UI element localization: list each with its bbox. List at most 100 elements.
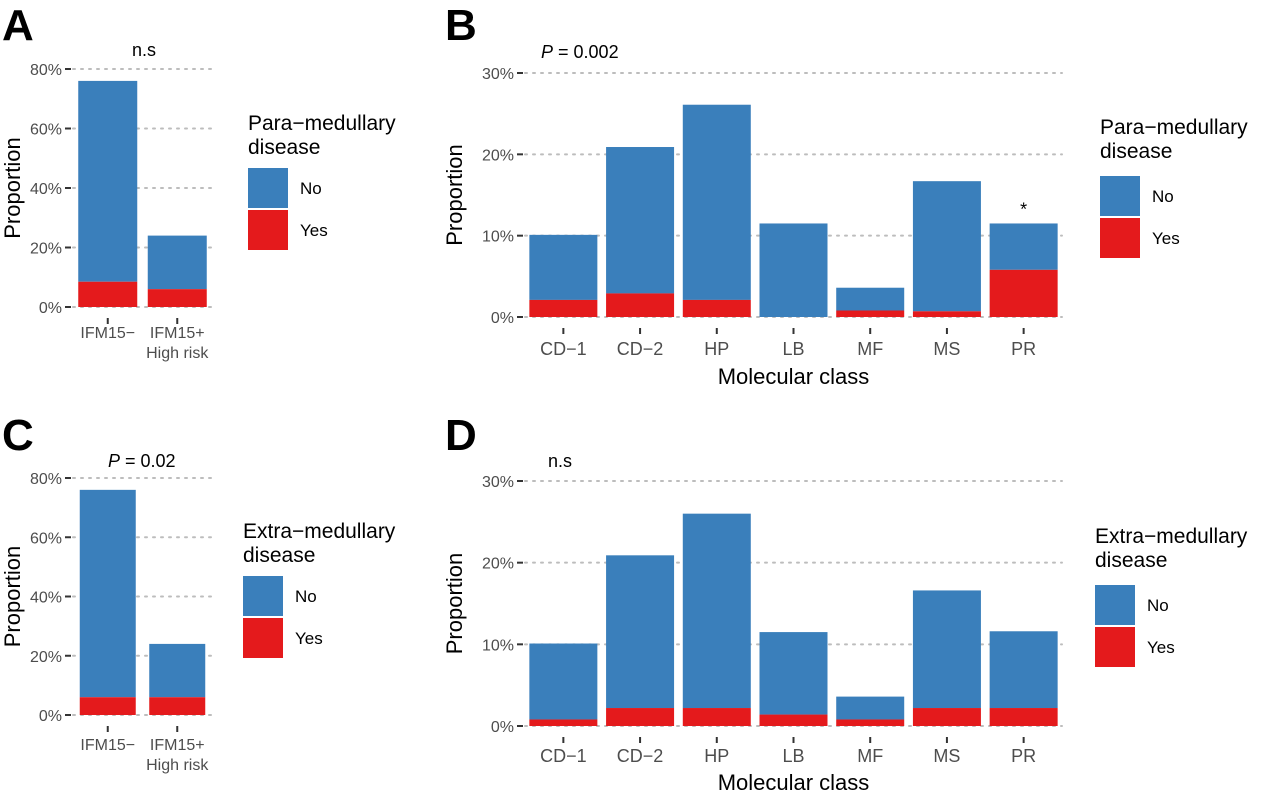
legend: Para−medullary disease No Yes [1100, 116, 1248, 258]
x-tick-label: CD−2 [617, 339, 664, 359]
x-tick-label: CD−1 [540, 339, 587, 359]
x-tick-label: HP [704, 339, 729, 359]
x-tick-label-line: PR [1011, 746, 1036, 766]
bar-no-6 [989, 631, 1058, 709]
x-tick-label: MF [857, 746, 883, 766]
legend-title-line: disease [1100, 140, 1172, 163]
y-tick-label: 0% [39, 708, 62, 725]
y-tick-label: 10% [482, 637, 514, 654]
legend: Para−medullary disease No Yes [248, 112, 396, 250]
legend-label-no: No [1152, 187, 1174, 206]
y-tick-label: 10% [482, 229, 514, 246]
legend-swatch-yes [243, 618, 283, 658]
p-rest: = 0.002 [553, 42, 619, 62]
x-tick-label: PR [1011, 339, 1036, 359]
y-tick-label: 0% [491, 310, 514, 327]
bar-no-4 [836, 287, 905, 311]
legend-label-yes: Yes [1147, 638, 1175, 657]
bar-yes-0 [78, 281, 138, 307]
legend-title-line: Extra−medullary [1095, 525, 1248, 548]
legend-title-line: Extra−medullary [243, 520, 396, 543]
y-tick-label: 0% [39, 300, 62, 317]
p-value-annotation: P = 0.002 [541, 42, 619, 62]
x-tick-label-line: MS [933, 746, 960, 766]
bar-no-3 [759, 223, 828, 317]
bar-no-4 [836, 696, 905, 720]
legend-swatch-no [243, 576, 283, 616]
x-tick-label-line: IFM15+ [150, 737, 205, 754]
x-tick-label-line: IFM15− [80, 325, 135, 342]
legend: Extra−medullary disease No Yes [1095, 525, 1248, 667]
x-tick-label-line: CD−1 [540, 339, 587, 359]
x-tick-label-line: MF [857, 339, 883, 359]
x-tick-label-line: LB [782, 339, 804, 359]
legend-swatch-no [1095, 585, 1135, 625]
legend-label-no: No [300, 179, 322, 198]
x-tick-label: IFM15− [80, 325, 135, 342]
legend-swatch-no [1100, 176, 1140, 216]
bar-no-6 [989, 223, 1058, 270]
bar-no-5 [912, 590, 981, 709]
y-tick-label: 20% [30, 649, 62, 666]
panel-letter: B [445, 1, 477, 50]
x-tick-label-line: HP [704, 746, 729, 766]
panel-c: C 0% 20% 40% 60% 80% IFM15− IFM15+ High risk P = … [0, 411, 396, 774]
bar-no-0 [529, 643, 598, 720]
bar-yes-1 [606, 293, 675, 317]
bar-yes-4 [836, 719, 905, 726]
legend-title-line: disease [243, 544, 315, 567]
x-tick-label: CD−2 [617, 746, 664, 766]
x-tick-label-line: CD−1 [540, 746, 587, 766]
x-tick-label-line: IFM15+ [150, 325, 205, 342]
x-tick-label: PR [1011, 746, 1036, 766]
legend-title-line: Para−medullary [248, 112, 396, 135]
bar-yes-5 [912, 311, 981, 317]
p-italic: P [108, 451, 120, 471]
x-tick-label-line: High risk [146, 345, 209, 362]
bar-no-0 [79, 489, 136, 698]
bar-yes-0 [529, 299, 598, 317]
x-tick-label-line: PR [1011, 339, 1036, 359]
x-tick-label-line: High risk [146, 757, 209, 774]
x-tick-label: IFM15+ High risk [146, 325, 209, 362]
bar-yes-6 [989, 269, 1058, 317]
x-tick-label-line: HP [704, 339, 729, 359]
bar-no-5 [912, 181, 981, 312]
x-tick-label: LB [782, 746, 804, 766]
bar-yes-0 [529, 719, 598, 726]
y-axis-title: Proportion [0, 137, 25, 239]
y-axis-title: Proportion [442, 553, 467, 655]
x-tick-label-line: MS [933, 339, 960, 359]
legend-title-line: disease [248, 136, 320, 159]
p-italic: P [541, 42, 553, 62]
legend-title: Para−medullary disease [248, 112, 396, 159]
y-tick-label: 30% [482, 474, 514, 491]
panel-letter: A [2, 1, 34, 50]
bar-yes-6 [989, 708, 1058, 726]
bar-yes-5 [912, 708, 981, 726]
significance-star: * [1020, 199, 1027, 219]
bar-yes-1 [606, 708, 675, 726]
x-tick-label: MS [933, 339, 960, 359]
x-tick-label-line: IFM15− [80, 737, 135, 754]
x-tick-label-line: MF [857, 746, 883, 766]
legend-swatch-yes [1100, 218, 1140, 258]
bar-no-2 [682, 513, 751, 709]
x-tick-label-line: LB [782, 746, 804, 766]
bar-no-1 [149, 643, 206, 698]
x-tick-label: IFM15− [80, 737, 135, 754]
legend-title: Extra−medullary disease [1095, 525, 1248, 572]
legend-label-no: No [295, 587, 317, 606]
y-tick-label: 0% [491, 719, 514, 736]
y-tick-label: 60% [30, 122, 62, 139]
legend-title-line: disease [1095, 549, 1167, 572]
panel-a: A 0% 20% 40% 60% 80% IFM15− IFM15+ High risk n.s P… [0, 1, 396, 362]
bar-yes-0 [79, 697, 136, 715]
y-axis-title: Proportion [442, 144, 467, 246]
panel-b: B 0% 10% 20% 30% CD−1 CD−2 HP LB MF MS * PR P = 0.002… [442, 1, 1248, 389]
y-tick-label: 60% [30, 530, 62, 547]
x-tick-label: MS [933, 746, 960, 766]
legend: Extra−medullary disease No Yes [243, 520, 396, 658]
bar-yes-2 [682, 708, 751, 726]
legend-title-line: Para−medullary [1100, 116, 1248, 139]
